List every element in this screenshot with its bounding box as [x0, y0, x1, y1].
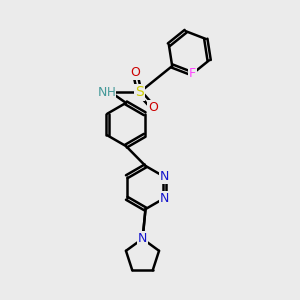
Text: H: H: [106, 86, 116, 99]
Text: N: N: [138, 232, 147, 245]
Text: N: N: [160, 192, 169, 205]
Text: O: O: [148, 101, 158, 114]
Text: N: N: [160, 170, 169, 183]
Text: F: F: [189, 67, 196, 80]
Text: N: N: [98, 86, 107, 99]
Text: S: S: [135, 85, 144, 99]
Text: O: O: [130, 66, 140, 80]
